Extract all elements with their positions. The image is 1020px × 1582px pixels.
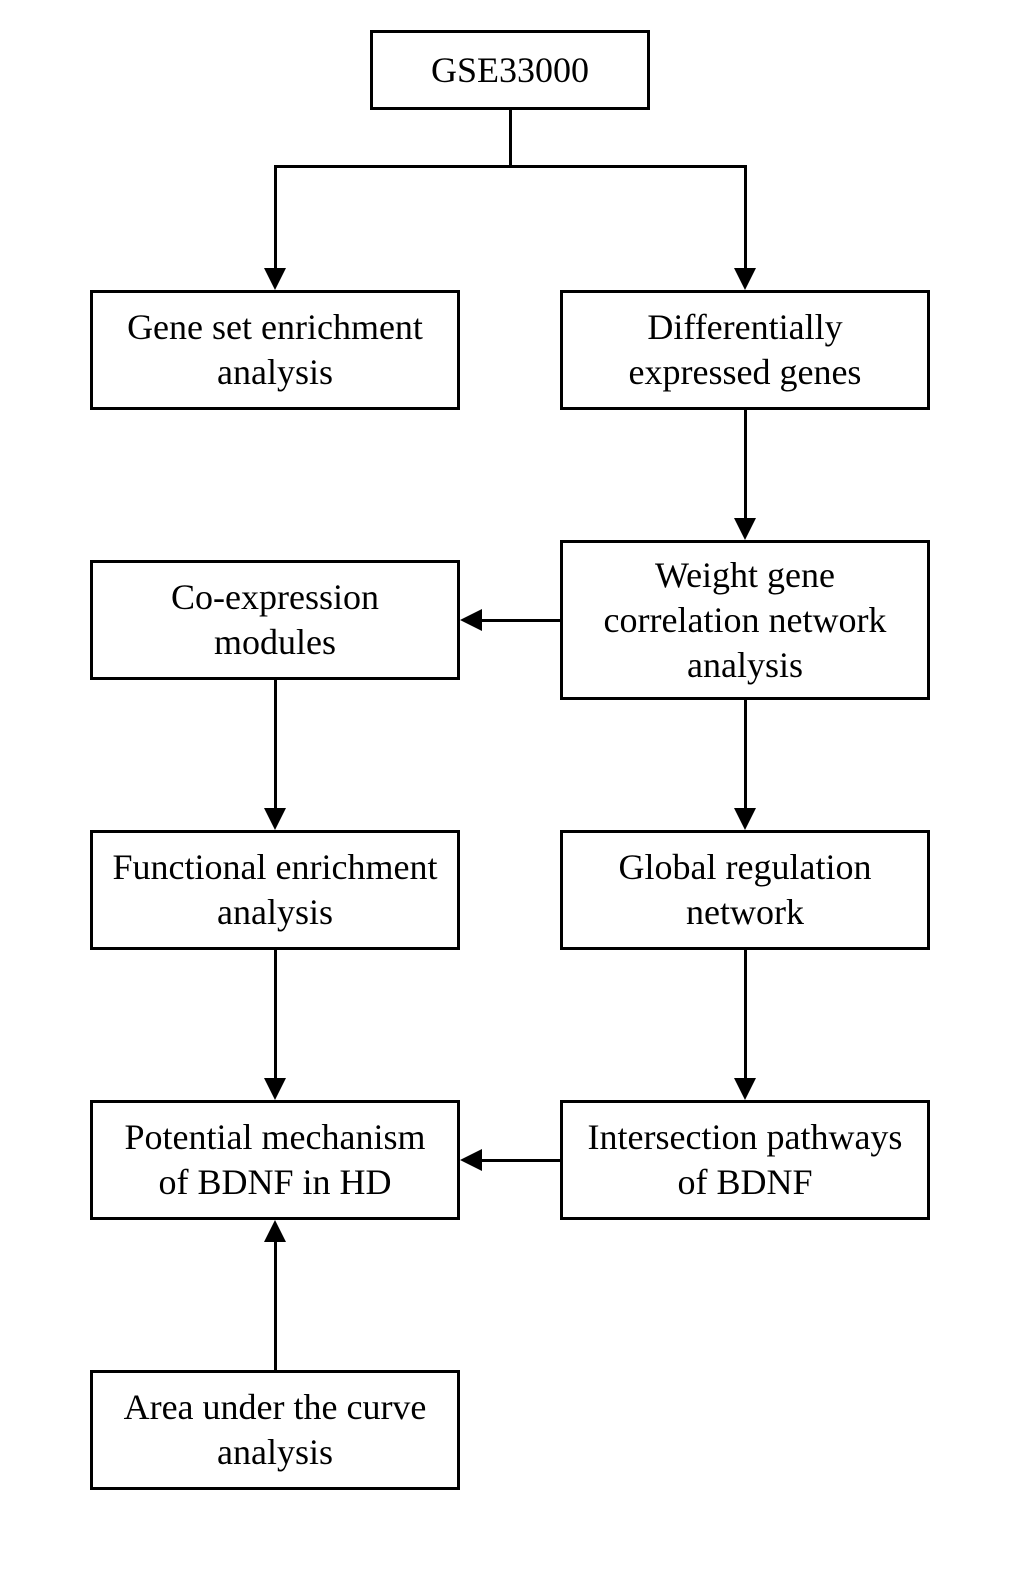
node-coexp: Co-expression modules [90, 560, 460, 680]
node-root: GSE33000 [370, 30, 650, 110]
node-funcenr-label: Functional enrichment analysis [109, 845, 441, 935]
node-deg: Differentially expressed genes [560, 290, 930, 410]
node-globreg: Global regulation network [560, 830, 930, 950]
node-auc: Area under the curve analysis [90, 1370, 460, 1490]
flowchart-container: GSE33000 Gene set enrichment analysis Di… [0, 0, 1020, 1582]
node-wgcna-label: Weight gene correlation network analysis [579, 553, 911, 688]
node-intersect-label: Intersection pathways of BDNF [579, 1115, 911, 1205]
node-intersect: Intersection pathways of BDNF [560, 1100, 930, 1220]
node-root-label: GSE33000 [431, 48, 589, 93]
node-globreg-label: Global regulation network [579, 845, 911, 935]
node-gsea-label: Gene set enrichment analysis [109, 305, 441, 395]
node-auc-label: Area under the curve analysis [109, 1385, 441, 1475]
node-deg-label: Differentially expressed genes [579, 305, 911, 395]
node-coexp-label: Co-expression modules [109, 575, 441, 665]
node-gsea: Gene set enrichment analysis [90, 290, 460, 410]
node-wgcna: Weight gene correlation network analysis [560, 540, 930, 700]
node-potmech-label: Potential mechanism of BDNF in HD [109, 1115, 441, 1205]
node-potmech: Potential mechanism of BDNF in HD [90, 1100, 460, 1220]
node-funcenr: Functional enrichment analysis [90, 830, 460, 950]
